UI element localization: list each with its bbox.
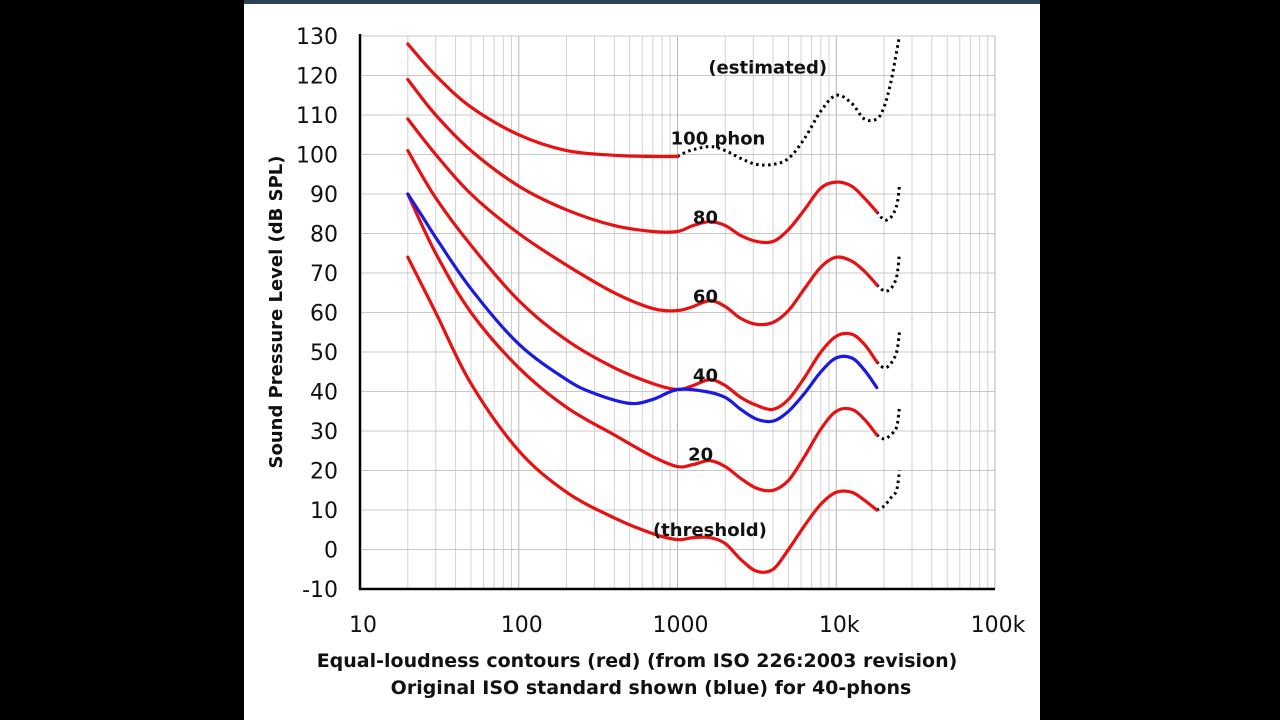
series-line-60-phon-estimated	[875, 253, 901, 293]
y-tick-label: 110	[296, 104, 338, 129]
series-lines	[406, 35, 901, 574]
annotations: (estimated) 100 phon 80 60 40 20 (threshold)	[653, 58, 827, 541]
axes	[358, 34, 995, 591]
series-line-80-phon	[406, 77, 879, 245]
series-line-100-phon-estimated	[676, 35, 901, 167]
annotation-100-phon: 100 phon	[671, 129, 766, 150]
grid	[359, 35, 996, 590]
y-tick-label: -10	[302, 578, 338, 603]
series-line-60-phon	[406, 117, 879, 327]
y-axis-label: Sound Pressure Level (dB SPL)	[266, 156, 287, 469]
x-tick-label: 1000	[653, 613, 709, 638]
series-line-original-iso-40-phon	[406, 192, 879, 424]
series-line-20-phon	[406, 192, 879, 493]
y-tick-label: 100	[296, 144, 338, 169]
annotation-40: 40	[693, 366, 718, 387]
y-tick-label: 30	[310, 420, 338, 445]
annotation-estimated: (estimated)	[708, 58, 827, 79]
y-tick-label: 50	[310, 341, 338, 366]
series-line-80-phon-estimated	[875, 185, 901, 222]
y-tick-label: 80	[310, 223, 338, 248]
x-tick-label: 100k	[971, 613, 1026, 638]
x-tick-label: 100	[501, 613, 543, 638]
top-bar	[244, 0, 1040, 4]
annotation-20: 20	[688, 445, 713, 466]
annotation-60: 60	[693, 287, 718, 308]
x-axis-label-line1: Equal-loudness contours (red) (from ISO …	[317, 650, 958, 672]
y-tick-label: 130	[296, 25, 338, 50]
series-line-threshold-estimated	[876, 470, 901, 512]
y-tick-label: 20	[310, 460, 338, 485]
y-tick-label: 60	[310, 302, 338, 327]
x-axis-label-line2: Original ISO standard shown (blue) for 4…	[391, 677, 912, 699]
series-line-20-phon-estimated	[875, 407, 901, 441]
x-tick-labels: 10 100 1000 10k 100k	[349, 613, 1026, 638]
series-line-40-phon-estimated	[875, 332, 901, 370]
y-tick-label: 10	[310, 499, 338, 524]
y-tick-label: 120	[296, 65, 338, 90]
series-line-100-phon	[406, 42, 680, 159]
annotation-80: 80	[693, 208, 718, 229]
series-line-threshold	[406, 255, 879, 574]
y-tick-label: 0	[324, 539, 338, 564]
y-tick-label: 40	[310, 381, 338, 406]
x-tick-label: 10	[349, 613, 377, 638]
y-tick-label: 90	[310, 183, 338, 208]
x-tick-label: 10k	[819, 613, 860, 638]
series-line-40-phon	[406, 149, 879, 412]
y-tick-label: 70	[310, 262, 338, 287]
annotation-threshold: (threshold)	[653, 520, 767, 541]
